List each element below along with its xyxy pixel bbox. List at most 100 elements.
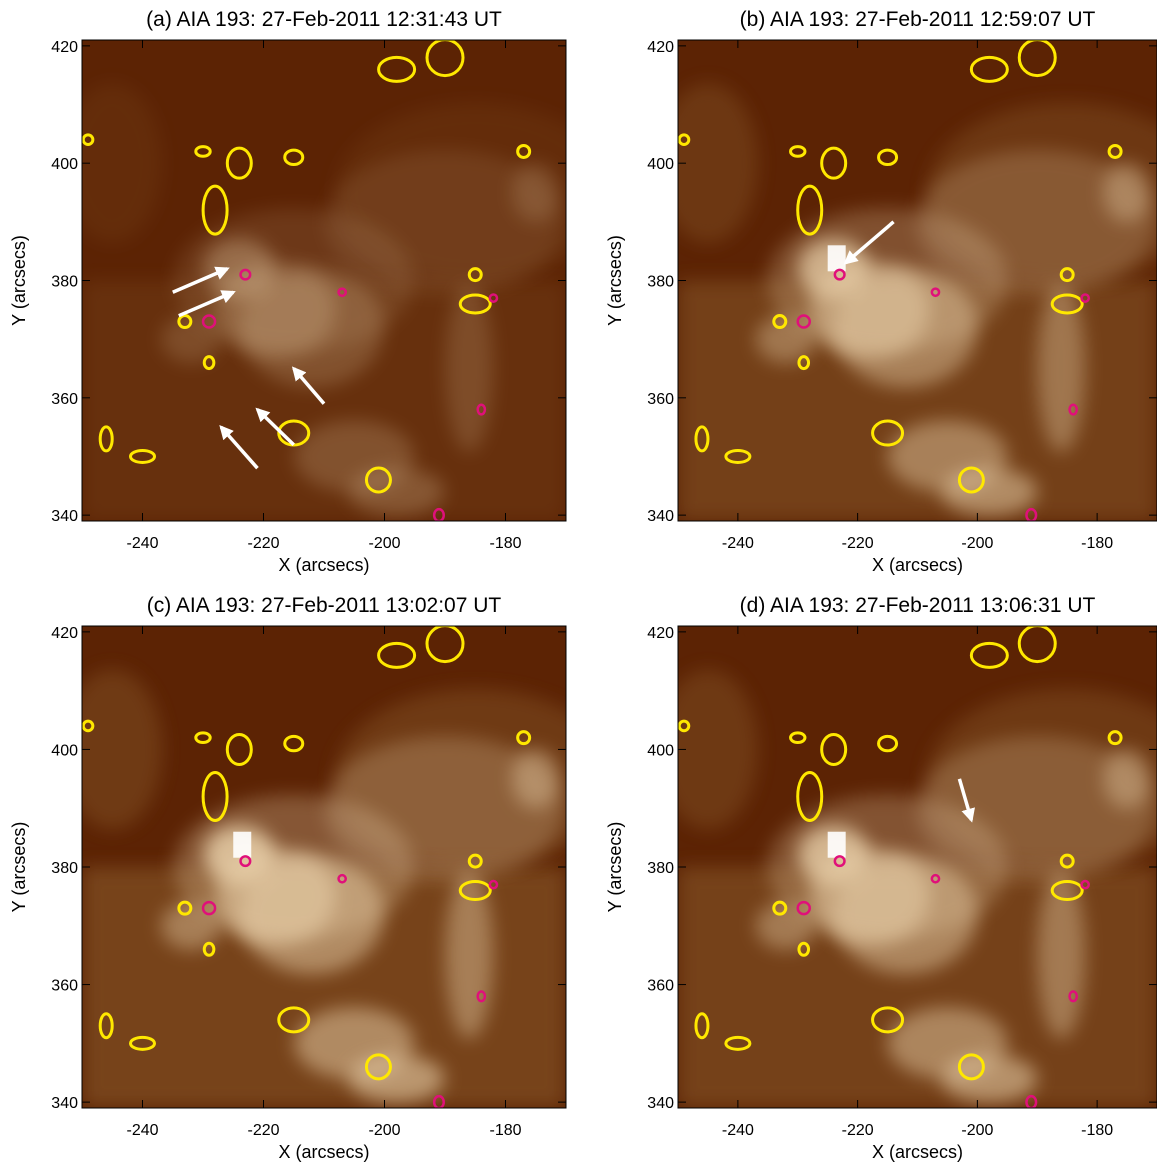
y-tick-label: 340 (647, 1095, 674, 1112)
magenta-contour (488, 879, 499, 890)
magenta-contour (476, 403, 487, 416)
yellow-contour (425, 40, 465, 78)
magenta-contour (1025, 507, 1038, 521)
yellow-contour (225, 732, 253, 766)
chart-title: (c) AIA 193: 27-Feb-2011 13:02:07 UT (147, 594, 502, 617)
yellow-contour (98, 425, 114, 453)
yellow-contour (789, 145, 807, 158)
x-tick-label: -220 (247, 535, 279, 552)
y-tick-label: 340 (647, 508, 674, 525)
x-axis-label: X (arcsecs) (872, 555, 963, 575)
yellow-contour (277, 419, 311, 447)
yellow-contour (694, 1012, 710, 1040)
panel: -240 -220 -200 -180 340 360 380 400 420 (b) AIA 1… (605, 8, 1157, 575)
yellow-contour (797, 355, 811, 371)
bright-loop (941, 1054, 1038, 1103)
y-tick-label: 400 (51, 742, 78, 759)
yellow-contour (364, 1053, 392, 1081)
yellow-contour (678, 719, 691, 733)
magenta-contour (432, 1094, 445, 1108)
x-axis-label: X (arcsecs) (872, 1142, 963, 1162)
x-tick-label: -220 (842, 535, 874, 552)
yellow-contour (458, 293, 492, 315)
bright-loop (941, 467, 1038, 516)
y-tick-label: 400 (647, 156, 674, 173)
yellow-contour (129, 1035, 156, 1051)
bright-loop (445, 284, 494, 453)
magenta-contour (833, 855, 846, 868)
yellow-contour (871, 1006, 905, 1034)
magenta-contour (1080, 293, 1091, 303)
yellow-contour (1050, 880, 1084, 902)
yellow-contour (877, 148, 899, 167)
x-tick-label: -200 (961, 1122, 993, 1139)
y-tick-label: 340 (51, 1095, 78, 1112)
magenta-contour (201, 314, 217, 329)
solar-image (678, 626, 1157, 1108)
yellow-contour (796, 770, 824, 822)
magenta-contour (476, 990, 487, 1003)
magenta-contour (1068, 403, 1079, 416)
y-tick-label: 420 (51, 625, 78, 642)
yellow-contour (871, 419, 905, 447)
yellow-contour (277, 1006, 311, 1034)
yellow-contour (194, 731, 212, 744)
yellow-contour (772, 900, 788, 916)
magenta-contour (337, 287, 347, 298)
bright-loop (348, 467, 445, 516)
yellow-contour (957, 466, 985, 494)
yellow-contour (82, 133, 95, 147)
solar-image (678, 40, 1157, 521)
x-tick-label: -220 (247, 1122, 279, 1139)
yellow-contour (1059, 853, 1075, 869)
magenta-contour (796, 314, 811, 329)
magenta-contour (488, 293, 499, 303)
bright-loop (348, 1054, 445, 1103)
yellow-contour (1017, 626, 1057, 664)
x-axis-label: X (arcsecs) (278, 1142, 369, 1162)
y-tick-label: 360 (51, 391, 78, 408)
y-axis-label: Y (arcsecs) (9, 822, 29, 913)
yellow-contour (1107, 730, 1123, 746)
panel: -240 -220 -200 -180 340 360 380 400 420 (c) AIA 1… (9, 594, 567, 1162)
solar-image (82, 40, 566, 521)
yellow-contour (201, 770, 229, 822)
y-tick-label: 420 (647, 39, 674, 56)
yellow-contour (202, 355, 216, 371)
quiet-sun (82, 83, 163, 244)
arrow (291, 366, 326, 405)
y-tick-label: 360 (647, 391, 674, 408)
yellow-contour (678, 133, 691, 147)
yellow-contour (516, 730, 532, 746)
magenta-contour (239, 268, 252, 281)
yellow-contour (796, 184, 824, 236)
magenta-contour (239, 855, 252, 868)
x-tick-label: -180 (1081, 535, 1113, 552)
y-tick-label: 380 (51, 860, 78, 877)
arrow (219, 425, 259, 470)
bright-kernel (233, 831, 252, 858)
yellow-contour (1017, 40, 1057, 78)
y-axis-label: Y (arcsecs) (605, 235, 625, 326)
yellow-contour (202, 941, 216, 957)
yellow-contour (516, 143, 532, 159)
x-tick-label: -240 (126, 1122, 158, 1139)
x-tick-label: -200 (961, 535, 993, 552)
x-tick-label: -180 (489, 1122, 521, 1139)
magenta-contour (337, 873, 347, 884)
yellow-contour (364, 466, 392, 494)
yellow-contour (797, 941, 811, 957)
chart-title: (d) AIA 193: 27-Feb-2011 13:06:31 UT (740, 594, 1096, 617)
yellow-contour (201, 184, 229, 236)
bright-loop (325, 736, 565, 881)
y-axis-label: Y (arcsecs) (9, 235, 29, 326)
yellow-contour (1059, 267, 1075, 283)
magenta-contour (201, 900, 217, 916)
yellow-contour (467, 267, 483, 283)
x-tick-label: -220 (842, 1122, 874, 1139)
yellow-contour (377, 55, 417, 83)
arrow (843, 220, 895, 265)
quiet-sun (678, 669, 758, 830)
bright-kernel (827, 245, 846, 272)
yellow-contour (129, 448, 156, 464)
